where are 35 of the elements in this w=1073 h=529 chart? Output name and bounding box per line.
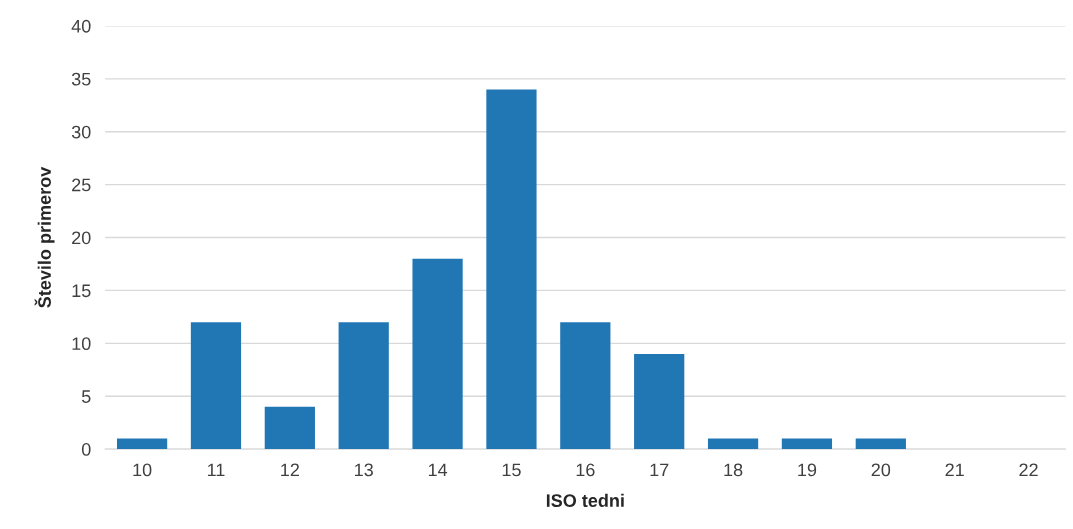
x-tick-label: 22 — [1019, 463, 1038, 477]
x-tick-label: 13 — [355, 463, 373, 477]
y-tick-label: 10 — [72, 337, 91, 351]
y-tick-label: 5 — [81, 390, 91, 403]
y-tick-label: 35 — [71, 72, 91, 86]
x-tick-label: 17 — [650, 463, 669, 477]
bar — [560, 322, 611, 450]
x-tick-label: 14 — [428, 463, 448, 477]
bar — [264, 406, 315, 450]
bar — [412, 258, 463, 450]
x-tick-label: 10 — [133, 463, 152, 477]
bar — [338, 322, 389, 450]
x-tick-label: 19 — [798, 463, 817, 477]
x-tick-label: 18 — [724, 463, 743, 477]
x-tick-label: 12 — [281, 463, 299, 477]
x-tick-label: 20 — [871, 463, 891, 477]
x-axis-title: ISO tedni — [546, 493, 624, 507]
y-tick-label: 30 — [71, 125, 91, 139]
y-tick-label: 25 — [72, 178, 91, 192]
y-tick-label: 15 — [72, 284, 91, 298]
y-tick-label: 0 — [81, 443, 91, 456]
x-tick-label: 16 — [576, 463, 595, 477]
y-tick-label: 20 — [72, 231, 91, 245]
bar — [486, 89, 537, 450]
bar — [634, 353, 685, 450]
bar — [116, 438, 168, 450]
bar — [855, 438, 906, 450]
bar — [190, 322, 242, 450]
x-tick-label: 11 — [207, 463, 225, 477]
bar — [707, 438, 759, 450]
y-axis-title: Število primerov — [34, 166, 55, 308]
bar — [781, 438, 833, 450]
y-tick-label: 40 — [71, 19, 91, 33]
x-tick-label: 21 — [945, 463, 964, 477]
x-tick-label: 15 — [502, 463, 521, 477]
